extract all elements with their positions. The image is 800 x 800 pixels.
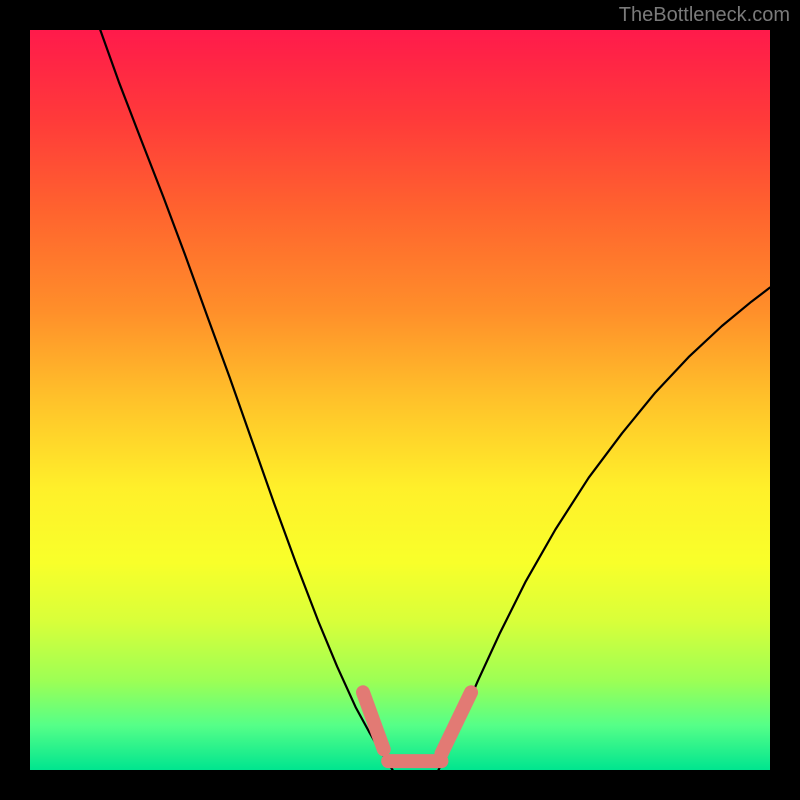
chart-container <box>0 0 800 800</box>
watermark-text: TheBottleneck.com <box>619 4 790 27</box>
bottleneck-curve-chart <box>0 0 800 800</box>
